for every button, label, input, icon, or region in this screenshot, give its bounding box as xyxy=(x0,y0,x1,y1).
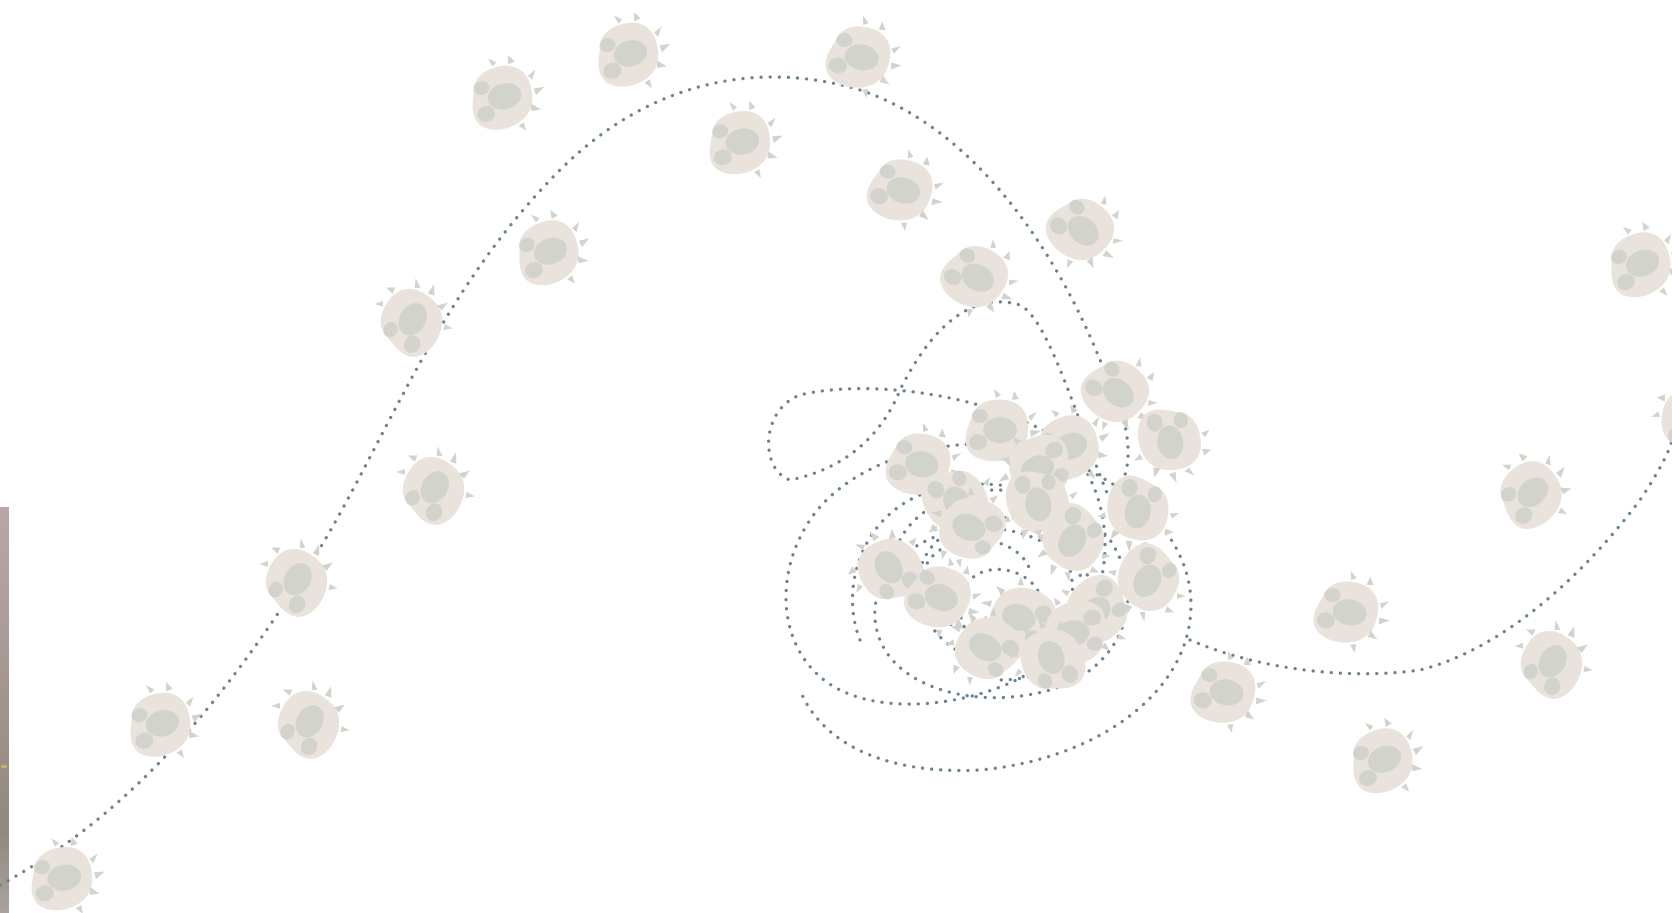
paw-print-icon xyxy=(1499,605,1608,711)
photo-speck xyxy=(1,765,7,768)
dotted-trails xyxy=(0,75,1672,887)
paw-print-icon xyxy=(1125,401,1218,490)
paw-print-icon xyxy=(1185,645,1275,738)
paw-print-icon xyxy=(504,198,603,300)
paw-print-icon xyxy=(244,523,353,629)
paw-print-icon xyxy=(23,830,112,913)
paw-print-icon xyxy=(1645,370,1672,460)
paw-print-icon xyxy=(1596,210,1672,312)
paw-print-icon xyxy=(1338,706,1437,808)
paw-print-icon xyxy=(820,10,910,103)
paw-print-icon xyxy=(359,263,468,369)
cropped-photo-edge xyxy=(0,507,9,913)
trail-spiral-core xyxy=(898,488,1090,642)
trail-exit xyxy=(1188,438,1672,676)
trail-spiral-mid xyxy=(851,482,1130,700)
paw-print-icon xyxy=(928,224,1034,333)
paw-print-icon xyxy=(118,673,213,771)
trail-main-arc xyxy=(0,75,1130,887)
paw-print-icon xyxy=(586,3,681,101)
paw-print-icon xyxy=(381,431,490,537)
paw-print-icon xyxy=(1480,434,1590,545)
paw-print-icon xyxy=(460,46,555,144)
paw-print-icon xyxy=(859,141,954,239)
paw-print-icon xyxy=(1031,177,1142,288)
paw-print-icon xyxy=(701,94,790,187)
paw-print-icon xyxy=(256,665,365,771)
paw-print-icon xyxy=(1308,565,1398,658)
